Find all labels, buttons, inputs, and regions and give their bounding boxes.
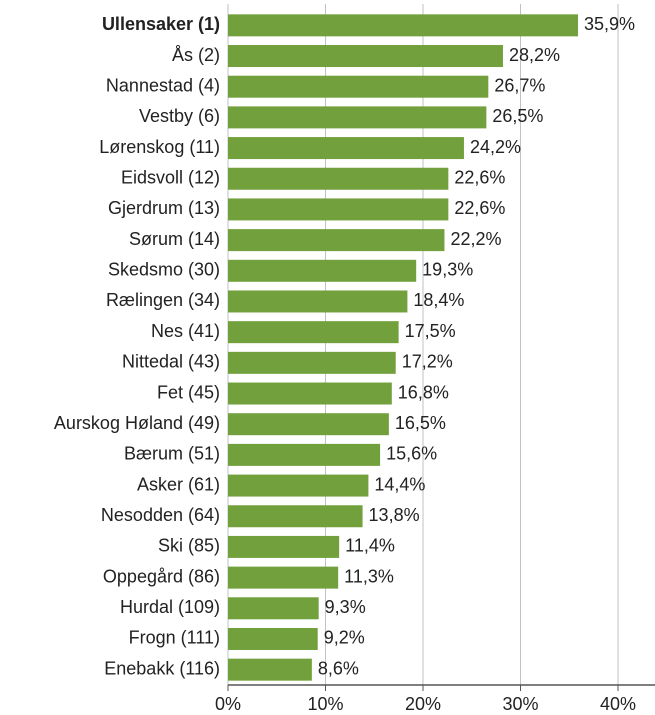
- x-tick-label: 40%: [600, 694, 636, 714]
- value-label: 24,2%: [470, 137, 521, 157]
- value-label: 22,6%: [454, 198, 505, 218]
- bar: [228, 597, 319, 620]
- value-label: 8,6%: [318, 658, 359, 678]
- x-tick-label: 20%: [405, 694, 441, 714]
- y-tick-label: Sørum (14): [129, 229, 220, 249]
- y-tick-label: Nesodden (64): [101, 505, 220, 525]
- value-label: 19,3%: [422, 260, 473, 280]
- value-label: 11,3%: [344, 566, 394, 586]
- bar: [228, 627, 318, 650]
- bar: [228, 45, 503, 68]
- bar: [228, 14, 579, 37]
- bar: [228, 382, 392, 405]
- value-label: 22,2%: [450, 229, 501, 249]
- bar: [228, 75, 489, 98]
- bar: [228, 535, 340, 558]
- y-tick-label: Frogn (111): [129, 628, 220, 648]
- bar: [228, 259, 417, 282]
- bar: [228, 505, 363, 528]
- value-label: 16,8%: [398, 382, 449, 402]
- y-tick-label: Nittedal (43): [122, 352, 220, 372]
- value-label: 11,4%: [345, 536, 395, 556]
- y-tick-label: Ullensaker (1): [102, 14, 220, 34]
- bar: [228, 290, 408, 313]
- bar: [228, 167, 449, 190]
- bar: [228, 106, 487, 129]
- y-tick-label: Bærum (51): [124, 444, 220, 464]
- y-tick-label: Rælingen (34): [106, 290, 220, 310]
- y-tick-label: Hurdal (109): [120, 597, 220, 617]
- bar: [228, 137, 464, 160]
- bar: [228, 566, 339, 589]
- bar: [228, 198, 449, 221]
- y-tick-label: Asker (61): [137, 474, 220, 494]
- value-label: 26,5%: [492, 106, 543, 126]
- value-label: 17,5%: [405, 321, 456, 341]
- x-tick-label: 30%: [502, 694, 538, 714]
- bar: [228, 413, 389, 436]
- y-tick-label: Vestby (6): [139, 106, 220, 126]
- y-tick-label: Ås (2): [172, 45, 220, 65]
- bar: [228, 658, 312, 681]
- value-label: 28,2%: [509, 45, 560, 65]
- value-label: 14,4%: [374, 474, 425, 494]
- y-tick-label: Fet (45): [157, 382, 220, 402]
- bar: [228, 443, 381, 466]
- bar: [228, 351, 396, 374]
- bar: [228, 474, 369, 497]
- y-tick-label: Aurskog Høland (49): [54, 413, 220, 433]
- x-tick-label: 10%: [307, 694, 343, 714]
- x-tick-label: 0%: [215, 694, 241, 714]
- y-tick-label: Eidsvoll (12): [121, 168, 220, 188]
- y-tick-label: Oppegård (86): [103, 566, 220, 586]
- y-tick-label: Skedsmo (30): [108, 260, 220, 280]
- value-label: 17,2%: [402, 352, 453, 372]
- y-tick-label: Lørenskog (11): [99, 137, 220, 157]
- y-tick-label: Enebakk (116): [104, 658, 220, 678]
- y-tick-label: Nes (41): [151, 321, 220, 341]
- bar: [228, 229, 445, 252]
- value-label: 15,6%: [386, 444, 437, 464]
- y-tick-label: Nannestad (4): [106, 75, 220, 95]
- y-tick-label: Ski (85): [158, 536, 220, 556]
- bar: [228, 321, 399, 344]
- value-label: 9,3%: [325, 597, 366, 617]
- value-label: 18,4%: [413, 290, 464, 310]
- value-label: 13,8%: [369, 505, 420, 525]
- value-label: 35,9%: [584, 14, 635, 34]
- y-tick-label: Gjerdrum (13): [108, 198, 220, 218]
- value-label: 22,6%: [454, 168, 505, 188]
- value-label: 26,7%: [494, 75, 545, 95]
- value-label: 9,2%: [324, 628, 365, 648]
- value-label: 16,5%: [395, 413, 446, 433]
